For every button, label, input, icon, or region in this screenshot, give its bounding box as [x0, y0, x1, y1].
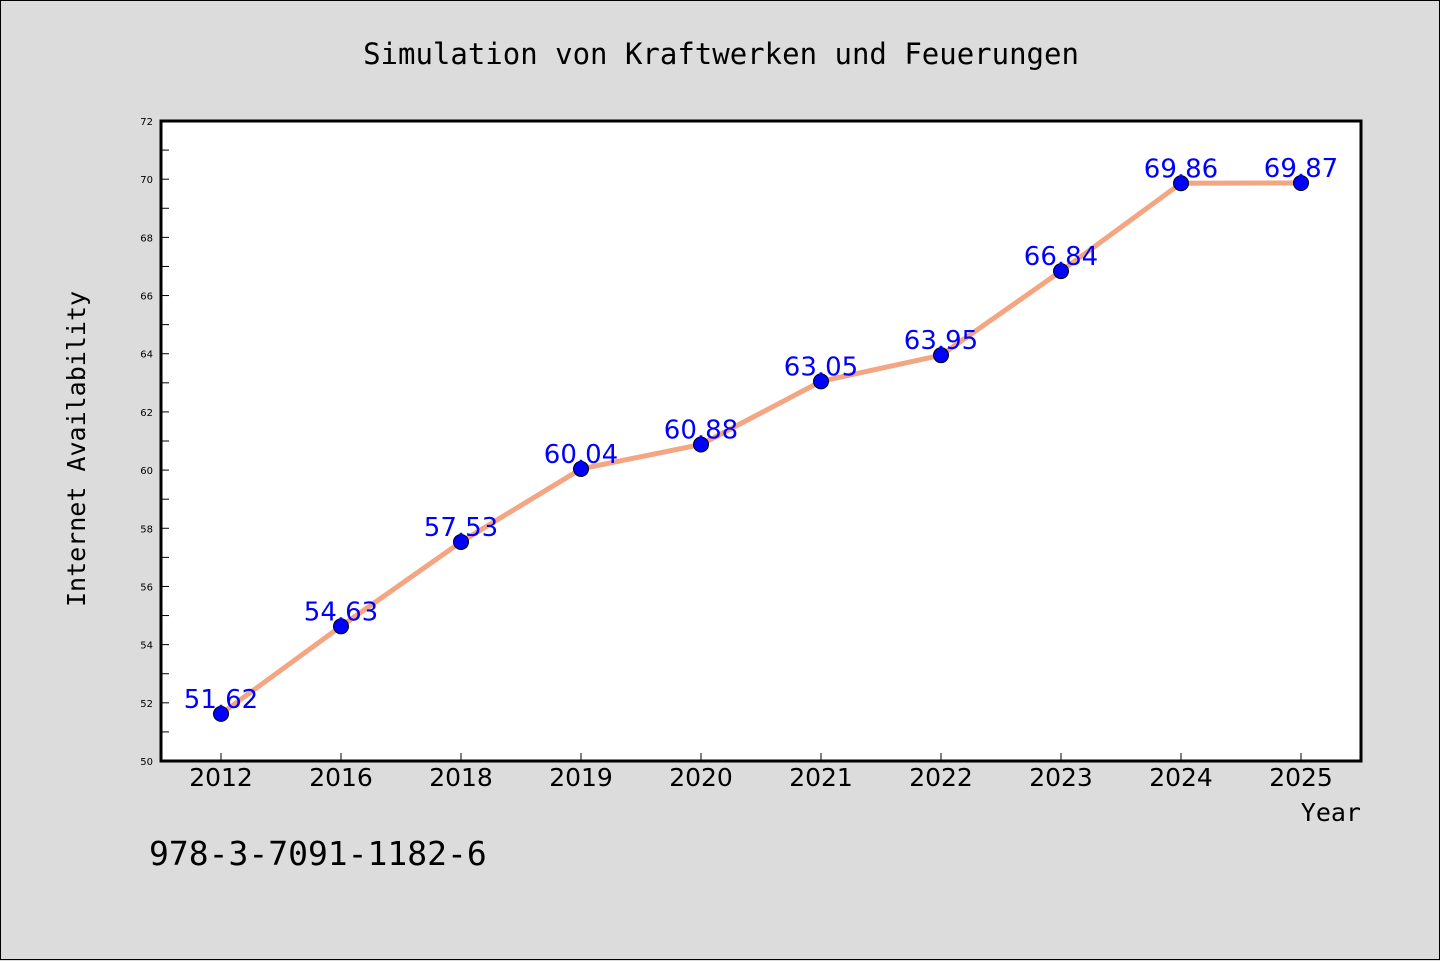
series-layer — [213, 174, 1309, 722]
y-tick-label: 66 — [140, 292, 153, 303]
x-tick-label: 2012 — [189, 763, 253, 792]
data-label: 54.63 — [304, 597, 378, 627]
axis-ticks: 50 52 54 56 58 60 62 64 66 68 70 72 2012 2016 2018 2019… — [140, 117, 1333, 792]
data-point — [1173, 175, 1189, 192]
y-tick-label: 70 — [140, 175, 153, 186]
data-point — [213, 705, 229, 722]
data-label: 63.95 — [904, 326, 978, 356]
y-tick-label: 60 — [140, 466, 153, 477]
data-point — [1053, 263, 1069, 280]
y-tick-label: 68 — [140, 233, 153, 244]
x-tick-label: 2021 — [789, 763, 853, 792]
data-label: 51.62 — [184, 685, 258, 715]
x-tick-label: 2018 — [429, 763, 493, 792]
y-tick-label: 58 — [140, 524, 153, 535]
plot-area — [161, 121, 1361, 761]
y-tick-label: 54 — [140, 641, 153, 652]
x-tick-label: 2025 — [1269, 763, 1333, 792]
data-point — [333, 618, 349, 635]
data-labels: 51.62 54.63 57.53 60.04 60.88 63.05 63.95 66.84… — [184, 154, 1338, 715]
data-label: 57.53 — [424, 513, 498, 543]
x-axis-label: Year — [1301, 798, 1361, 827]
footer-code: 978-3-7091-1182-6 — [149, 834, 487, 873]
x-tick-label: 2016 — [309, 763, 373, 792]
data-point — [1293, 174, 1309, 191]
data-label: 69.87 — [1264, 154, 1338, 184]
y-axis-label: Internet Availability — [62, 291, 91, 607]
y-tick-label: 72 — [140, 117, 153, 128]
y-tick-label: 62 — [140, 408, 153, 419]
x-tick-label: 2020 — [669, 763, 733, 792]
data-point — [813, 373, 829, 390]
data-label: 69.86 — [1144, 154, 1218, 184]
y-tick-label: 56 — [140, 582, 153, 593]
y-tick-label: 50 — [140, 757, 153, 768]
x-tick-label: 2019 — [549, 763, 613, 792]
data-label: 63.05 — [784, 352, 858, 382]
data-point — [573, 460, 589, 477]
data-point — [933, 347, 949, 364]
data-label: 60.88 — [664, 415, 738, 445]
y-tick-label: 52 — [140, 699, 153, 710]
y-tick-label: 64 — [140, 350, 153, 361]
x-tick-label: 2024 — [1149, 763, 1213, 792]
data-label: 60.04 — [544, 440, 618, 470]
x-tick-label: 2023 — [1029, 763, 1093, 792]
data-point — [453, 533, 469, 550]
series-line — [218, 180, 1304, 717]
data-point — [693, 436, 709, 453]
data-label: 66.84 — [1024, 242, 1098, 272]
plot-border — [159, 119, 1363, 763]
x-tick-label: 2022 — [909, 763, 973, 792]
chart-title: Simulation von Kraftwerken und Feuerunge… — [363, 37, 1079, 71]
